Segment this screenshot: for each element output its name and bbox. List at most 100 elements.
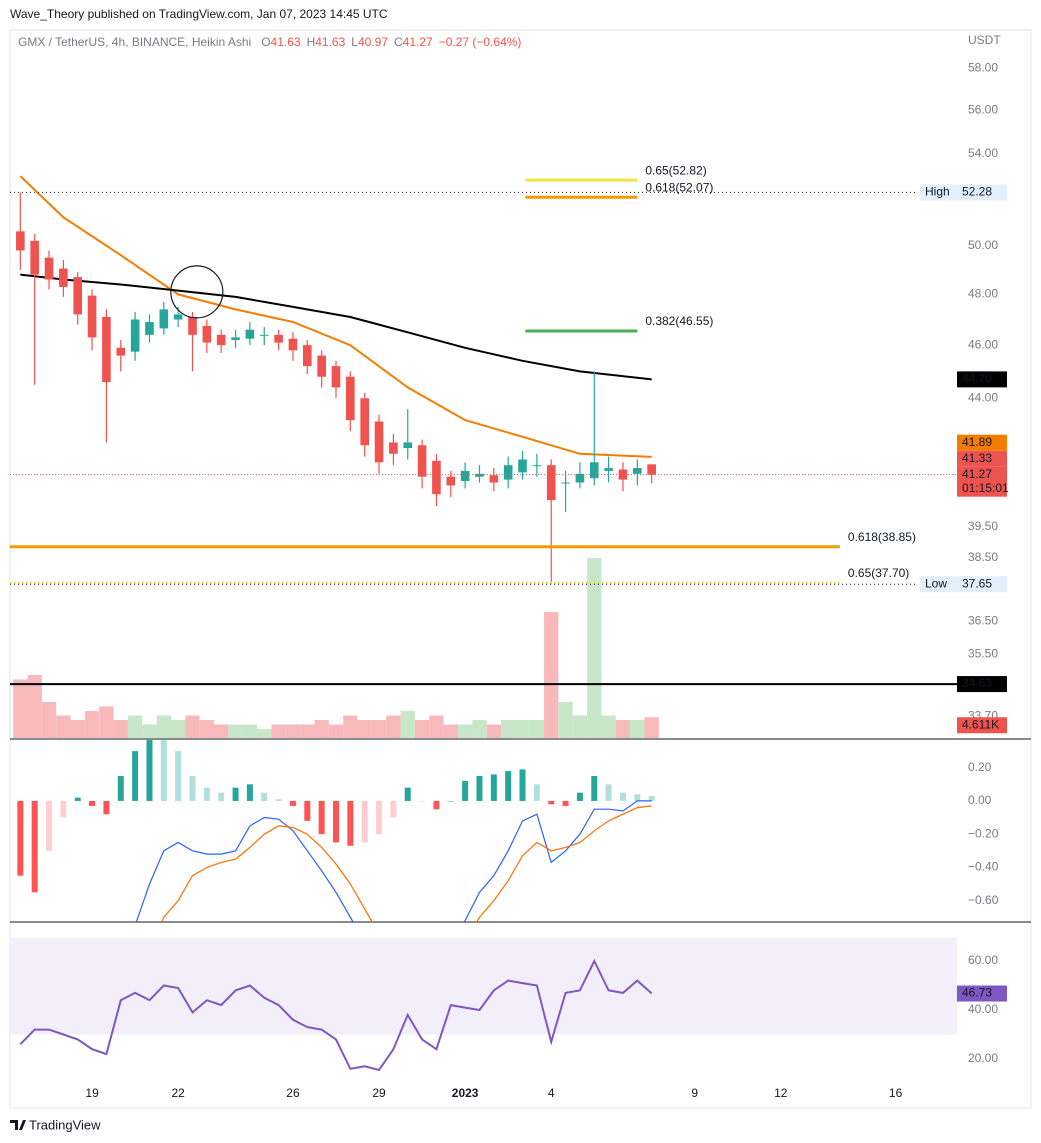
- fib-label: 0.618(52.07): [645, 180, 713, 194]
- x-tick-label: 16: [889, 1086, 903, 1100]
- macd-histogram-bar: [232, 787, 239, 801]
- macd-histogram-bar: [46, 800, 53, 851]
- volume-bar: [328, 724, 344, 738]
- candle-body: [446, 476, 456, 486]
- candle-body: [145, 322, 154, 335]
- pane: [10, 938, 957, 1072]
- y-tick-label: 36.50: [968, 613, 998, 627]
- macd-histogram-bar: [261, 792, 268, 801]
- macd-histogram-bar: [160, 740, 167, 801]
- candle-body: [460, 470, 470, 482]
- extreme-tag: Low: [925, 576, 947, 590]
- macd-histogram-bar: [31, 800, 38, 893]
- volume-bar: [486, 724, 502, 738]
- volume-bar: [27, 675, 42, 738]
- y-tick-label: 20.00: [968, 1051, 998, 1065]
- x-tick-label: 2023: [452, 1086, 479, 1100]
- extreme-tag-box: [920, 184, 957, 201]
- moving-average: [20, 273, 652, 381]
- ohlc-key: O: [261, 35, 270, 49]
- candle-body: [389, 442, 398, 454]
- y-tick-label: −0.40: [968, 860, 999, 874]
- x-tick-label: 22: [171, 1086, 185, 1100]
- volume-label-box: [957, 717, 1007, 734]
- volume-bar: [544, 612, 559, 738]
- ohlc-key: L: [351, 35, 358, 49]
- last-price: 41.27: [962, 467, 992, 481]
- volume-bar: [185, 715, 200, 738]
- candle-body: [216, 334, 226, 346]
- volume-bar: [343, 715, 358, 738]
- volume-bar: [529, 720, 545, 738]
- candle-body: [346, 376, 355, 421]
- ohlc-value: 41.27: [403, 35, 433, 49]
- macd-histogram-bar: [447, 800, 454, 802]
- extreme-value: 52.28: [962, 185, 992, 199]
- macd-histogram-bar: [318, 800, 325, 835]
- y-tick-label: 35.50: [968, 647, 998, 661]
- volume-bar: [285, 724, 301, 738]
- countdown: 01:15:01: [962, 481, 1009, 495]
- extreme-value: 37.65: [962, 576, 992, 590]
- currency: USDT: [968, 33, 1001, 47]
- candle-body: [274, 334, 283, 343]
- extreme-value-box: [957, 184, 1007, 201]
- volume-bar: [630, 720, 645, 738]
- macd-histogram-bar: [605, 784, 612, 801]
- candle-body: [159, 309, 169, 329]
- macd-histogram-bar: [591, 776, 598, 801]
- y-tick-label: 0.00: [968, 793, 992, 807]
- volume-bar: [414, 720, 430, 738]
- ma-label-box: [957, 434, 1007, 451]
- candle-body: [360, 398, 369, 446]
- volume-bar: [472, 720, 487, 738]
- macd-histogram-bar: [275, 799, 282, 801]
- hline-label-box: [957, 676, 1007, 693]
- macd-histogram-bar: [218, 792, 225, 801]
- volume-bar: [242, 724, 258, 738]
- candle-body: [604, 468, 613, 471]
- volume-label: 4.611K: [962, 717, 999, 731]
- y-tick-label: 54.00: [968, 146, 998, 160]
- volume-bar: [429, 715, 444, 738]
- candle-body: [259, 334, 269, 336]
- candle-body: [102, 316, 111, 383]
- price-label-box: [957, 450, 1007, 467]
- y-tick-label: 48.00: [968, 287, 998, 301]
- candle-body: [188, 316, 197, 335]
- volume-bar: [300, 724, 315, 738]
- candle-body: [130, 319, 140, 352]
- candle-body: [30, 240, 39, 275]
- symbol-line: GMX / TetherUS, 4h, BINANCE, Heikin Ashi…: [18, 35, 521, 49]
- last-price-box: [957, 466, 1007, 497]
- ohlc-key: C: [394, 35, 403, 49]
- candle-body: [202, 325, 212, 343]
- rsi-line: [19, 958, 653, 1072]
- volume-bar: [443, 724, 458, 738]
- volume-bar: [199, 720, 215, 738]
- y-tick-label: 38.50: [968, 550, 998, 564]
- extreme-tag: High: [925, 185, 950, 199]
- candle-body: [417, 445, 427, 477]
- x-tick-label: 29: [372, 1086, 386, 1100]
- volume-bar: [357, 720, 372, 738]
- candle-body: [231, 337, 240, 340]
- volume-bar: [13, 679, 28, 738]
- pane: [13, 175, 659, 738]
- y-tick-label: 44.00: [968, 390, 998, 404]
- macd-histogram-bar: [17, 800, 24, 876]
- macd-histogram-bar: [246, 784, 253, 801]
- volume-bar: [572, 715, 588, 738]
- volume-bar: [170, 720, 186, 738]
- candle-body: [561, 482, 570, 484]
- candle-body: [73, 277, 83, 315]
- candle-body: [116, 347, 126, 356]
- macd-histogram-bar: [619, 792, 626, 801]
- macd-histogram-bar: [146, 740, 153, 801]
- candle-body: [489, 475, 499, 483]
- rsi-label-box: [957, 985, 1007, 1002]
- macd-histogram-bar: [304, 800, 311, 821]
- volume-bar: [257, 729, 272, 738]
- candle-body: [432, 460, 441, 495]
